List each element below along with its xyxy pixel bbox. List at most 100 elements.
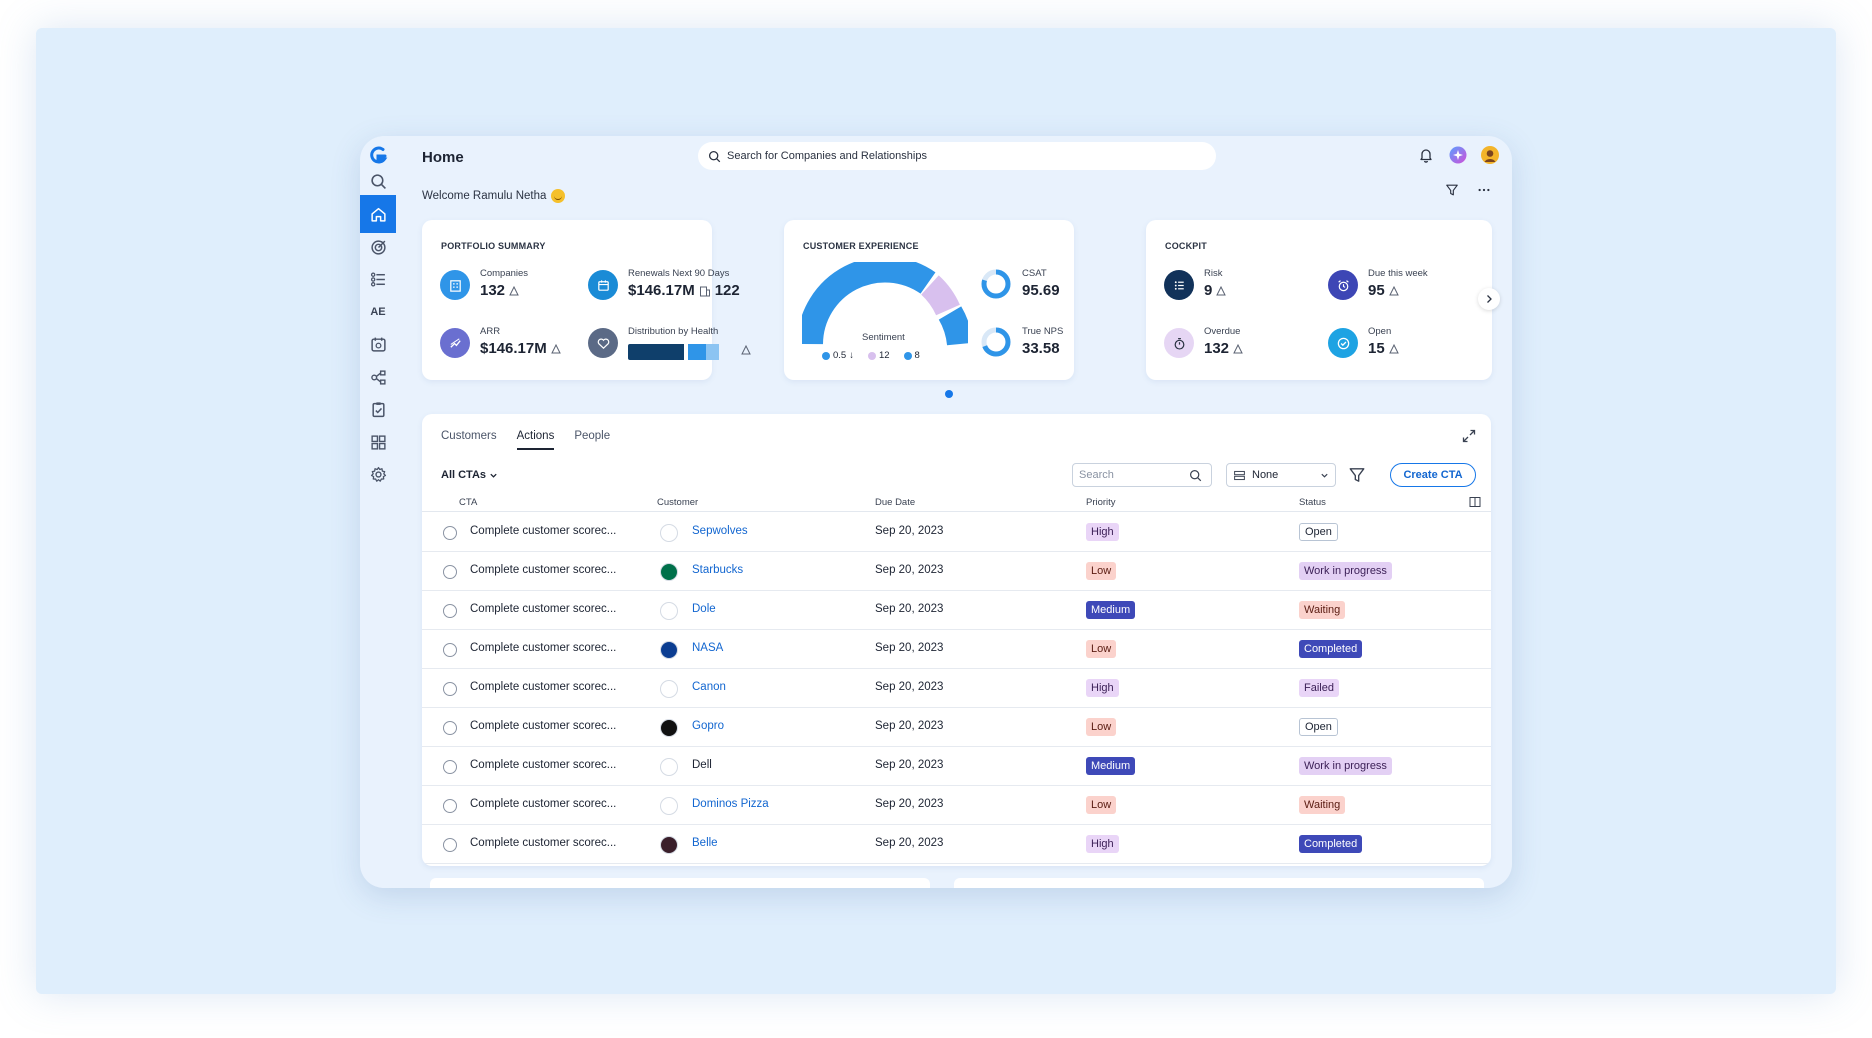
cta-name[interactable]: Complete customer scorec...	[470, 720, 617, 732]
row-select-radio[interactable]	[443, 838, 457, 852]
notifications-button[interactable]	[1415, 144, 1437, 166]
all-ctas-dropdown[interactable]: All CTAs	[441, 469, 498, 481]
table-row[interactable]: Complete customer scorec... Gopro Sep 20, …	[422, 708, 1491, 747]
customer-link[interactable]: Gopro	[692, 720, 724, 732]
customer-link[interactable]: Dole	[692, 603, 716, 615]
column-header-priority[interactable]: Priority	[1086, 497, 1116, 508]
sentiment-gauge[interactable]	[802, 262, 968, 352]
metric-overdue[interactable]: Overdue 132	[1164, 326, 1243, 358]
cta-name[interactable]: Complete customer scorec...	[470, 564, 617, 576]
cta-name[interactable]: Complete customer scorec...	[470, 837, 617, 849]
table-row[interactable]: Complete customer scorec... Dominos Pizza…	[422, 786, 1491, 825]
cta-name[interactable]: Complete customer scorec...	[470, 681, 617, 693]
group-by-select[interactable]: None	[1226, 463, 1336, 487]
company-logo-icon	[660, 797, 678, 815]
row-select-radio[interactable]	[443, 526, 457, 540]
tab-actions[interactable]: Actions	[516, 430, 555, 450]
row-select-radio[interactable]	[443, 565, 457, 579]
metric-open[interactable]: Open 15	[1328, 326, 1399, 358]
row-select-radio[interactable]	[443, 604, 457, 618]
metric-companies[interactable]: Companies 132	[440, 268, 528, 300]
dashboard-filter-button[interactable]	[1441, 179, 1463, 201]
global-search[interactable]	[698, 142, 1216, 170]
carousel-dot[interactable]	[945, 390, 953, 398]
ai-assistant-button[interactable]	[1447, 144, 1469, 166]
table-row[interactable]: Complete customer scorec... Belle Sep 20, …	[422, 825, 1491, 864]
customer-link[interactable]: Starbucks	[692, 564, 744, 576]
cta-name[interactable]: Complete customer scorec...	[470, 525, 617, 537]
tab-customers[interactable]: Customers	[441, 430, 497, 442]
sidebar-item-settings[interactable]	[360, 455, 396, 493]
column-settings-icon[interactable]	[1469, 496, 1481, 508]
priority-badge: High	[1086, 523, 1119, 541]
metric-arr[interactable]: ARR $146.17M	[440, 326, 561, 358]
metric-renewals[interactable]: Renewals Next 90 Days $146.17M 122	[588, 268, 740, 300]
more-options-button[interactable]	[1473, 179, 1495, 201]
group-by-value: None	[1252, 469, 1279, 481]
table-row[interactable]: Complete customer scorec... Starbucks Sep …	[422, 552, 1491, 591]
sidebar-item-calendar[interactable]	[360, 325, 396, 363]
sidebar-item-target[interactable]	[360, 228, 396, 266]
metric-due-this-week[interactable]: Due this week 95	[1328, 268, 1428, 300]
sidebar-item-dashboards[interactable]	[360, 423, 396, 461]
list-icon	[1164, 270, 1194, 300]
status-badge: Failed	[1299, 679, 1339, 697]
panel-tabs: Customers Actions People	[441, 430, 610, 450]
tab-people[interactable]: People	[574, 430, 611, 442]
create-cta-button[interactable]: Create CTA	[1390, 463, 1476, 487]
customer-link[interactable]: Belle	[692, 837, 718, 849]
metric-true-nps[interactable]: True NPS 33.58	[980, 326, 1063, 358]
calendar-icon	[370, 337, 386, 352]
customer-link[interactable]: Canon	[692, 681, 726, 693]
table-row[interactable]: Complete customer scorec... Sepwolves Sep …	[422, 513, 1491, 552]
cta-name[interactable]: Complete customer scorec...	[470, 642, 617, 654]
metric-label: ARR	[480, 326, 501, 337]
metric-value: $146.17M	[628, 282, 695, 299]
row-select-radio[interactable]	[443, 799, 457, 813]
table-row[interactable]: Complete customer scorec... Canon Sep 20, …	[422, 669, 1491, 708]
sidebar-item-home[interactable]	[360, 195, 396, 233]
table-search[interactable]	[1072, 463, 1212, 487]
metric-value: 132	[480, 282, 506, 299]
cta-name[interactable]: Complete customer scorec...	[470, 759, 617, 771]
due-date: Sep 20, 2023	[875, 759, 944, 771]
sentiment-legend: 0.5 ↓ 12 8	[822, 350, 920, 361]
table-search-input[interactable]	[1079, 469, 1189, 481]
app-window: AE Home Welcome Ramulu Netha	[360, 136, 1512, 888]
row-select-radio[interactable]	[443, 760, 457, 774]
user-avatar[interactable]	[1479, 144, 1501, 166]
metric-risk[interactable]: Risk 9	[1164, 268, 1227, 300]
sidebar-item-ae[interactable]: AE	[360, 293, 396, 331]
page-title: Home	[422, 149, 464, 166]
table-filter-icon[interactable]	[1348, 466, 1366, 484]
metric-csat[interactable]: CSAT 95.69	[980, 268, 1060, 300]
cta-name[interactable]: Complete customer scorec...	[470, 798, 617, 810]
table-row[interactable]: Complete customer scorec... Dole Sep 20, 2…	[422, 591, 1491, 630]
smile-emoji-icon	[551, 189, 566, 203]
expand-icon[interactable]	[1461, 428, 1477, 444]
sidebar-item-relationships[interactable]	[360, 358, 396, 396]
customer-link[interactable]: Dominos Pizza	[692, 798, 769, 810]
global-search-input[interactable]	[727, 150, 1187, 162]
priority-badge: High	[1086, 679, 1119, 697]
row-select-radio[interactable]	[443, 721, 457, 735]
customer-link[interactable]: Sepwolves	[692, 525, 748, 537]
row-select-radio[interactable]	[443, 643, 457, 657]
column-header-cta[interactable]: CTA	[459, 497, 478, 508]
metric-health-distribution[interactable]: Distribution by Health	[588, 326, 751, 360]
column-header-status[interactable]: Status	[1299, 497, 1326, 508]
column-header-customer[interactable]: Customer	[657, 497, 699, 508]
metric-label: CSAT	[1022, 268, 1047, 279]
column-header-due-date[interactable]: Due Date	[875, 497, 916, 508]
home-icon	[370, 207, 386, 222]
customer-link[interactable]: NASA	[692, 642, 724, 654]
sidebar-item-search[interactable]	[360, 162, 396, 200]
table-row[interactable]: Complete customer scorec... Dell Sep 20, 2…	[422, 747, 1491, 786]
cta-name[interactable]: Complete customer scorec...	[470, 603, 617, 615]
table-row[interactable]: Complete customer scorec... NASA Sep 20, 2…	[422, 630, 1491, 669]
sidebar-item-tasks[interactable]	[360, 390, 396, 428]
customer-link[interactable]: Dell	[692, 759, 712, 771]
sidebar-item-timeline[interactable]	[360, 260, 396, 298]
carousel-next-button[interactable]	[1478, 288, 1500, 310]
row-select-radio[interactable]	[443, 682, 457, 696]
